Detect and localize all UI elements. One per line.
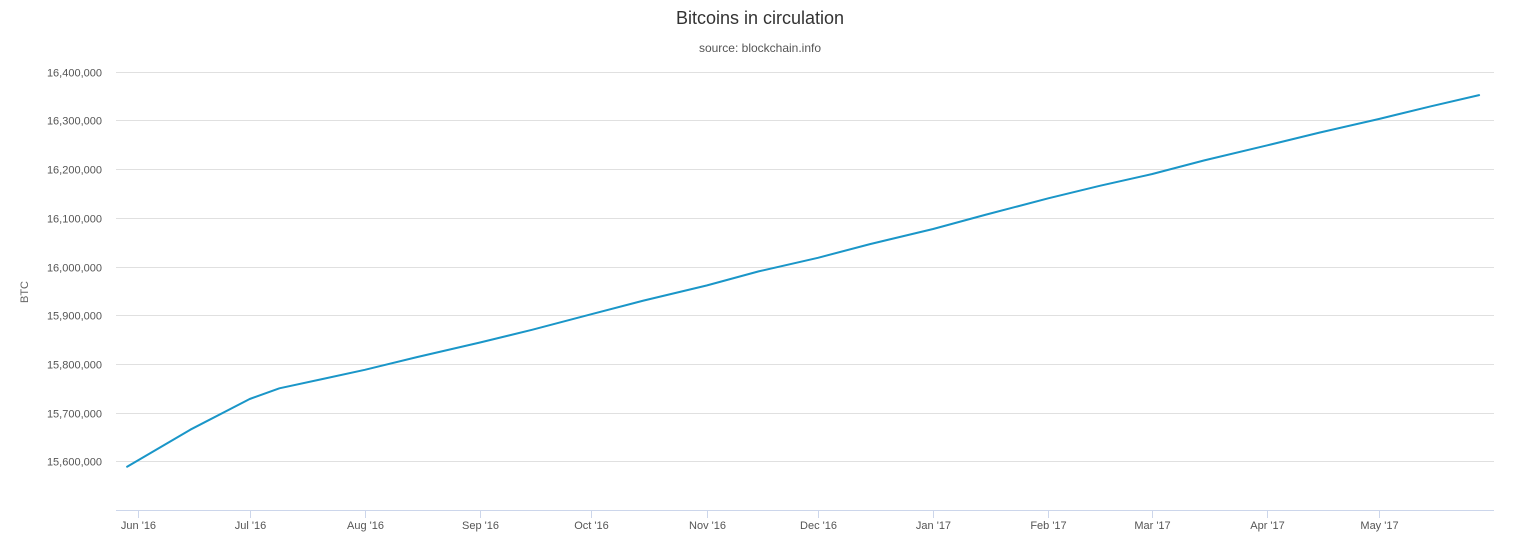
y-tick-label: 16,300,000 (47, 116, 102, 128)
y-axis-label: BTC (19, 281, 31, 303)
chart-subtitle: source: blockchain.info (699, 41, 821, 55)
x-tick-label: Apr '17 (1250, 520, 1285, 532)
y-tick-label: 16,400,000 (47, 68, 102, 80)
x-tick-label: Oct '16 (574, 520, 609, 532)
x-axis (116, 510, 1494, 518)
x-tick-label: Mar '17 (1134, 520, 1170, 532)
chart-title: Bitcoins in circulation (676, 8, 844, 28)
y-tick-label: 15,700,000 (47, 409, 102, 421)
x-tick-label: Dec '16 (800, 520, 837, 532)
y-tick-label: 16,100,000 (47, 214, 102, 226)
x-tick-label: Sep '16 (462, 520, 499, 532)
x-tick-label: Aug '16 (347, 520, 384, 532)
x-tick-label: Nov '16 (689, 520, 726, 532)
y-tick-label: 16,000,000 (47, 263, 102, 275)
x-tick-label: Jul '16 (235, 520, 266, 532)
x-tick-label: Feb '17 (1030, 520, 1066, 532)
x-tick-label: Jun '16 (121, 520, 156, 532)
y-tick-label: 15,800,000 (47, 360, 102, 372)
y-tick-labels: 15,600,000 15,700,000 15,800,000 15,900,000… (47, 68, 102, 469)
y-tick-label: 16,200,000 (47, 165, 102, 177)
x-tick-label: May '17 (1360, 520, 1398, 532)
y-tick-label: 15,600,000 (47, 457, 102, 469)
y-tick-label: 15,900,000 (47, 311, 102, 323)
x-tick-label: Jan '17 (916, 520, 951, 532)
grid-lines (116, 72, 1494, 462)
series-group (126, 94, 1481, 468)
x-tick-labels: Jun '16 Jul '16 Aug '16 Sep '16 Oct '16 Nov '… (121, 520, 1399, 532)
series-line (126, 94, 1481, 468)
